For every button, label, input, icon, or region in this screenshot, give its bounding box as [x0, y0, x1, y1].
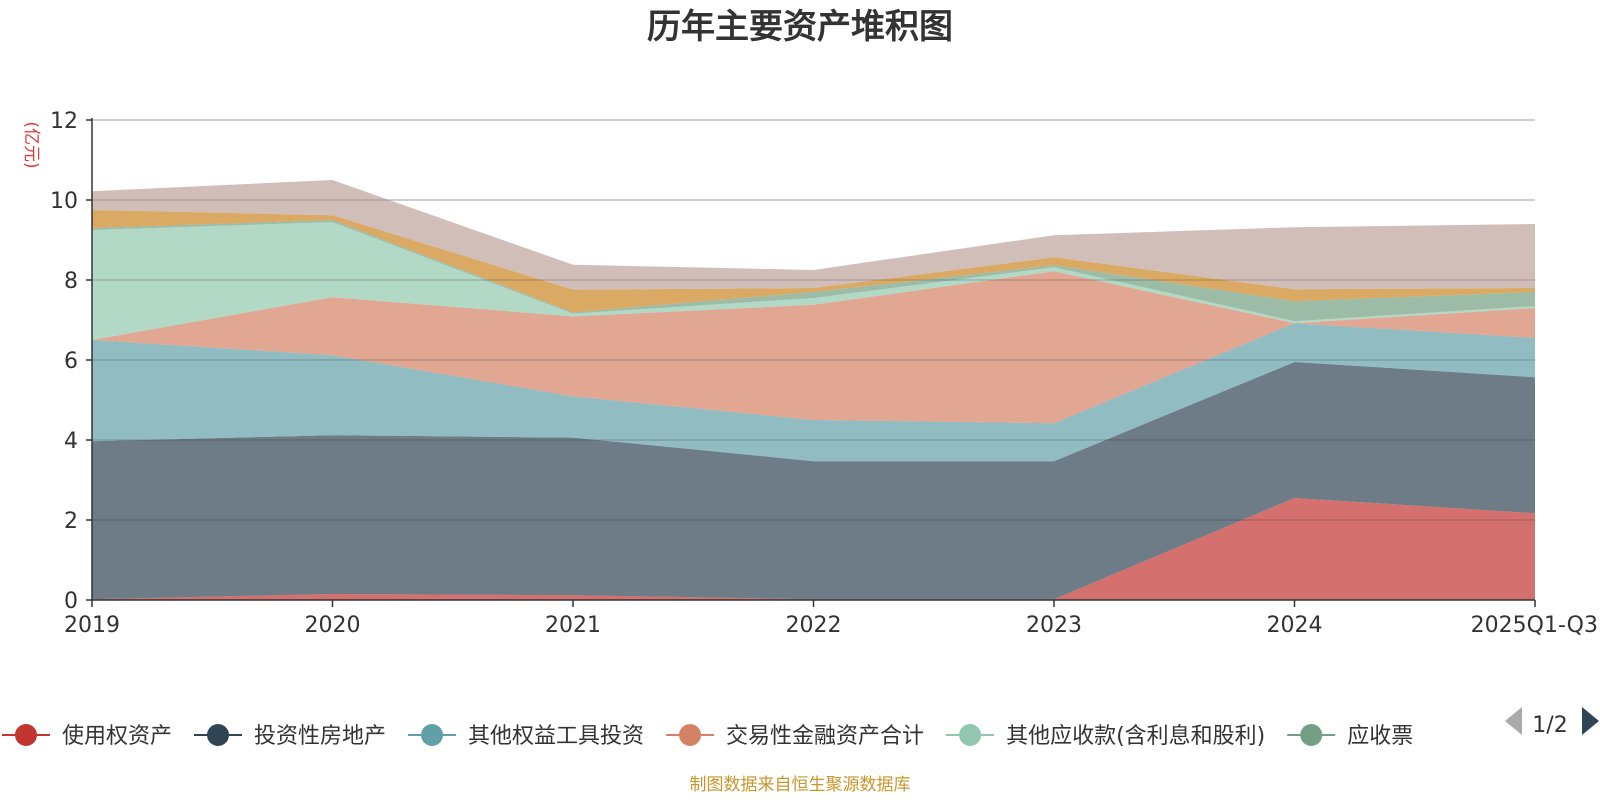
x-tick-label: 2020 [305, 613, 361, 638]
legend-marker-icon [959, 724, 982, 746]
legend-marker-icon [421, 724, 444, 746]
area-其他权益工具投资[interactable] [92, 323, 1535, 462]
legend-item[interactable]: 其他应收款(含利息和股利) [946, 724, 1265, 749]
x-tick-label: 2022 [786, 613, 842, 638]
x-tick-label: 2025Q1-Q3 [1471, 613, 1598, 638]
y-tick-label: 2 [64, 509, 78, 534]
y-tick-label: 12 [50, 109, 78, 134]
area-投资性房地产[interactable] [92, 362, 1535, 600]
x-tick-label: 2021 [545, 613, 601, 638]
area-其他[interactable] [92, 210, 1535, 313]
legend-marker-icon [207, 724, 230, 746]
legend-marker-icon [1300, 724, 1323, 746]
legend-item[interactable]: 其他权益工具投资 [408, 724, 644, 749]
axes: 2019 2020 2021 2022 2023 2024 2025Q1-Q3 [64, 118, 1598, 638]
area-应收票据[interactable] [92, 220, 1535, 322]
legend: 使用权资产 投资性房地产 其他权益工具投资 交易性金融资产合计 其他应收款(含利息和股利… [2, 724, 1413, 749]
legend-page-indicator: 1/2 [1532, 713, 1567, 738]
area-series [92, 119, 1535, 600]
x-tick-label: 2019 [64, 613, 120, 638]
y-tick-label: 10 [50, 189, 78, 214]
x-tick-label: 2023 [1026, 613, 1082, 638]
area-交易性金融资产合计[interactable] [92, 271, 1535, 424]
legend-marker-icon [679, 724, 702, 746]
legend-label: 投资性房地产 [254, 724, 386, 749]
area-其他应收款(含利息和股利)[interactable] [92, 222, 1535, 340]
legend-marker-icon [15, 724, 37, 746]
legend-item[interactable]: 使用权资产 [2, 724, 172, 749]
legend-prev-arrow-icon[interactable] [1505, 707, 1522, 735]
legend-label: 交易性金融资产合计 [726, 724, 924, 749]
legend-label: 使用权资产 [62, 724, 172, 749]
legend-item[interactable]: 投资性房地产 [194, 724, 386, 749]
y-tick-label: 4 [64, 429, 78, 454]
area-使用权资产[interactable] [92, 498, 1535, 600]
legend-item[interactable]: 应收票 [1287, 724, 1413, 749]
legend-pager: 1/2 [1505, 707, 1599, 738]
y-tick-label: 6 [64, 349, 78, 374]
y-axis-label: (亿元) [21, 121, 41, 168]
area-其他资产[interactable] [92, 180, 1535, 290]
y-tick-label: 8 [64, 269, 78, 294]
y-tick-label: 0 [64, 589, 78, 614]
legend-item[interactable]: 交易性金融资产合计 [666, 724, 924, 749]
legend-label: 其他权益工具投资 [468, 724, 644, 749]
chart-title: 历年主要资产堆积图 [647, 7, 953, 47]
legend-next-arrow-icon[interactable] [1582, 707, 1599, 735]
legend-label: 其他应收款(含利息和股利) [1006, 724, 1265, 749]
source-note: 制图数据来自恒生聚源数据库 [690, 775, 911, 795]
legend-label: 应收票 [1347, 724, 1413, 749]
x-tick-label: 2024 [1267, 613, 1323, 638]
